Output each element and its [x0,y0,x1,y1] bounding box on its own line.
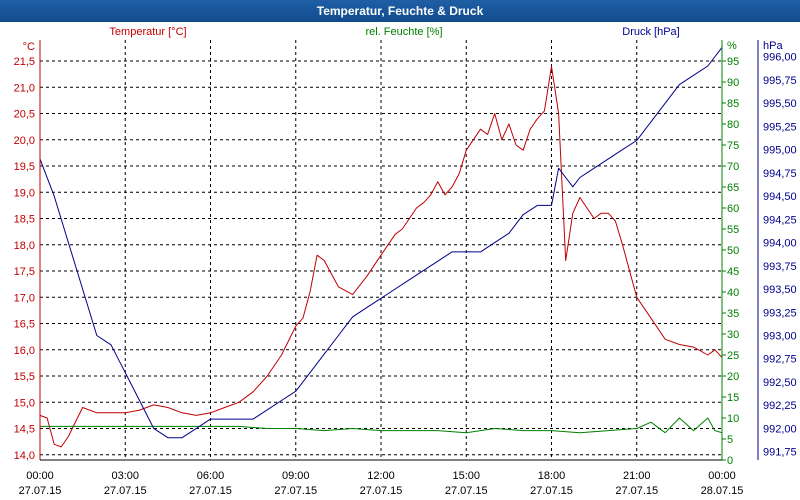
pressure-tick-label: 995,50 [763,98,797,110]
humidity-tick-label: 10 [727,413,739,425]
chart-title: Temperatur, Feuchte & Druck [0,0,800,22]
pressure-tick-label: 993,75 [763,261,797,273]
temperature-tick-label: 19,5 [14,161,35,173]
humidity-tick-label: 90 [727,77,739,89]
temperature-unit: °C [23,41,35,53]
pressure-tick-label: 993,00 [763,330,797,342]
temperature-tick-label: 21,5 [14,56,35,68]
temperature-tick-label: 16,0 [14,345,35,357]
pressure-tick-label: 994,25 [763,214,797,226]
humidity-tick-label: 95 [727,56,739,68]
pressure-tick-label: 992,25 [763,400,797,412]
humidity-tick-label: 85 [727,98,739,110]
temperature-tick-label: 15,5 [14,371,35,383]
x-tick-date: 27.07.15 [360,485,403,497]
x-tick-time: 00:00 [708,470,736,482]
temperature-tick-label: 18,0 [14,240,35,252]
humidity-tick-label: 60 [727,203,739,215]
grid-lines [40,40,722,460]
temperature-tick-label: 16,5 [14,319,35,331]
temperature-tick-label: 14,5 [14,424,35,436]
pressure-tick-label: 994,75 [763,168,797,180]
x-tick-date: 27.07.15 [445,485,488,497]
pressure-tick-label: 993,50 [763,284,797,296]
axes [39,40,759,461]
humidity-tick-label: 35 [727,308,739,320]
humidity-tick-label: 20 [727,371,739,383]
x-tick-time: 12:00 [367,470,395,482]
pressure-tick-label: 996,00 [763,52,797,64]
pressure-axis-label: Druck [hPa] [622,26,679,38]
temperature-tick-label: 17,0 [14,292,35,304]
temperature-tick-label: 20,0 [14,135,35,147]
temperature-tick-label: 20,5 [14,109,35,121]
pressure-tick-label: 994,50 [763,191,797,203]
temperature-tick-label: 19,0 [14,187,35,199]
temperature-axis-label: Temperatur [°C] [109,26,186,38]
pressure-tick-label: 991,75 [763,447,797,459]
x-tick-time: 21:00 [623,470,651,482]
x-tick-time: 15:00 [452,470,480,482]
temperature-tick-label: 21,0 [14,82,35,94]
pressure-tick-label: 993,25 [763,307,797,319]
pressure-tick-label: 994,00 [763,238,797,250]
humidity-unit: % [727,40,737,52]
temperature-tick-label: 17,5 [14,266,35,278]
humidity-tick-label: 5 [727,434,733,446]
pressure-tick-label: 992,75 [763,354,797,366]
humidity-series-line [40,417,723,434]
x-tick-date: 27.07.15 [19,485,62,497]
pressure-tick-label: 995,25 [763,121,797,133]
humidity-tick-label: 75 [727,140,739,152]
humidity-axis-label: rel. Feuchte [%] [365,26,442,38]
humidity-tick-label: 55 [727,224,739,236]
x-tick-time: 03:00 [111,470,139,482]
x-tick-time: 06:00 [197,470,225,482]
humidity-tick-label: 45 [727,266,739,278]
humidity-tick-label: 65 [727,182,739,194]
pressure-unit: hPa [763,40,783,52]
x-tick-time: 18:00 [538,470,566,482]
temperature-series-line [39,65,723,448]
x-tick-date: 27.07.15 [615,485,658,497]
pressure-tick-label: 995,00 [763,145,797,157]
x-tick-time: 00:00 [26,470,54,482]
temperature-tick-label: 15,0 [14,397,35,409]
humidity-tick-label: 0 [727,455,733,467]
tick-labels: 00:00 27.07.15 03:00 27.07.15 06:00 27.07.15 0… [14,26,797,497]
x-tick-date: 27.07.15 [104,485,147,497]
pressure-tick-label: 992,00 [763,423,797,435]
x-tick-date: 27.07.15 [530,485,573,497]
pressure-series-line [39,47,723,439]
x-tick-date: 27.07.15 [274,485,317,497]
x-tick-date: 27.07.15 [189,485,232,497]
temperature-tick-label: 18,5 [14,214,35,226]
pressure-tick-label: 992,50 [763,377,797,389]
x-tick-time: 09:00 [282,470,310,482]
humidity-tick-label: 80 [727,119,739,131]
humidity-tick-label: 25 [727,350,739,362]
x-tick-date: 28.07.15 [701,485,744,497]
pressure-tick-label: 995,75 [763,75,797,87]
series-lines [39,47,723,448]
humidity-tick-label: 15 [727,392,739,404]
temperature-tick-label: 14,0 [14,450,35,462]
humidity-tick-label: 50 [727,245,739,257]
humidity-tick-label: 40 [727,287,739,299]
humidity-tick-label: 70 [727,161,739,173]
humidity-tick-label: 30 [727,329,739,341]
